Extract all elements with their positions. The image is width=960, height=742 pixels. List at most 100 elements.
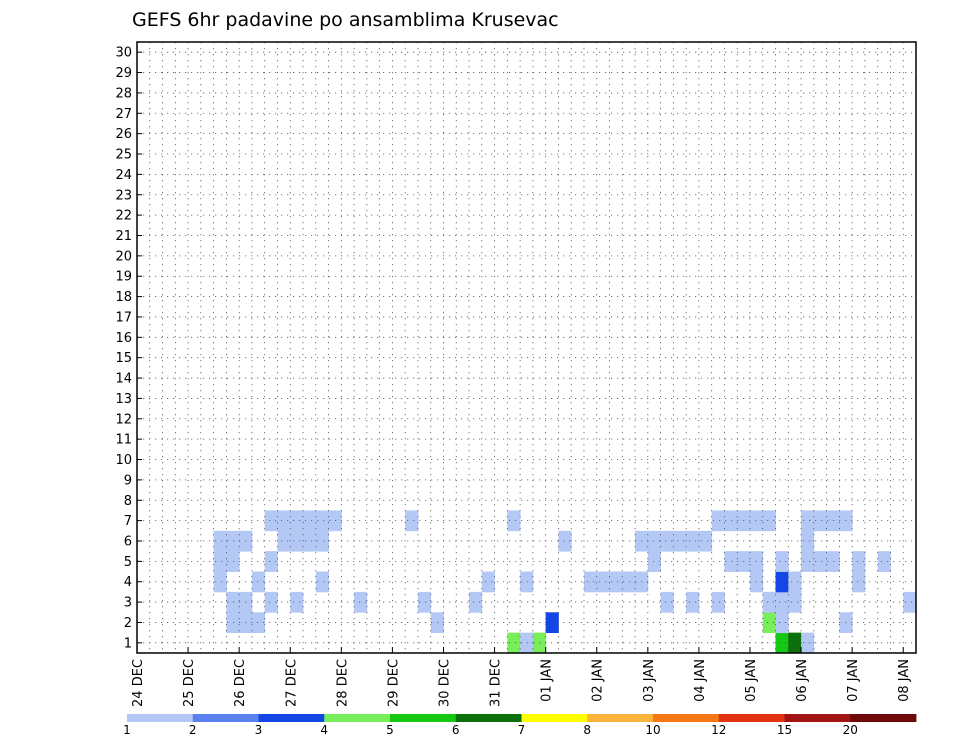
heatmap-cell xyxy=(520,632,534,654)
y-tick-label: 15 xyxy=(115,351,132,366)
heatmap-cell xyxy=(290,530,304,552)
y-tick-label: 1 xyxy=(124,636,132,651)
colorbar-label: 2 xyxy=(189,723,197,737)
x-tick-label: 29 DEC xyxy=(386,659,401,707)
heatmap-cell xyxy=(264,551,278,572)
heatmap-cell xyxy=(507,510,521,532)
colorbar-swatch xyxy=(850,714,917,722)
colorbar-swatch xyxy=(653,714,720,722)
colorbar-swatch xyxy=(258,714,325,722)
y-tick-label: 14 xyxy=(115,372,132,387)
y-tick-label: 23 xyxy=(115,188,132,203)
colorbar-label: 1 xyxy=(123,723,131,737)
x-tick-label: 27 DEC xyxy=(284,659,299,707)
heatmap-cell xyxy=(277,510,291,532)
colorbar-label: 6 xyxy=(452,723,460,737)
heatmap-cell xyxy=(775,571,789,593)
heatmap-cell xyxy=(686,591,700,613)
x-tick-label: 04 JAN xyxy=(693,659,708,702)
heatmap-cell xyxy=(596,571,610,593)
heatmap-cell xyxy=(303,530,317,552)
heatmap-cell xyxy=(711,510,725,532)
y-tick-label: 19 xyxy=(115,270,132,285)
x-tick-label: 01 JAN xyxy=(540,659,555,702)
y-tick-label: 20 xyxy=(115,249,132,264)
y-tick-label: 26 xyxy=(115,127,132,142)
y-tick-label: 11 xyxy=(115,433,132,448)
colorbar-label: 3 xyxy=(255,723,263,737)
x-tick-label: 03 JAN xyxy=(642,659,657,702)
heatmap-cell xyxy=(749,551,764,572)
heatmap-cell xyxy=(762,612,776,634)
colorbar-swatch xyxy=(718,714,785,722)
y-tick-label: 29 xyxy=(115,66,132,81)
heatmap-cell xyxy=(660,591,674,613)
colorbar-swatch xyxy=(455,714,522,722)
heatmap-cell xyxy=(354,591,368,613)
y-tick-label: 22 xyxy=(115,209,132,224)
y-tick-label: 4 xyxy=(124,575,132,590)
heatmap-cell xyxy=(405,510,419,532)
heatmap-cell xyxy=(213,530,227,552)
heatmap-cell xyxy=(213,571,227,593)
heatmap-cell xyxy=(315,571,329,593)
heatmap-cell xyxy=(417,591,432,613)
chart-title: GEFS 6hr padavine po ansamblima Krusevac xyxy=(132,9,559,31)
heatmap-cell xyxy=(647,551,661,572)
heatmap-cell xyxy=(673,530,687,552)
colorbar: 1 2 3 4 5 6 7 8 10 12 15 20 xyxy=(123,714,917,737)
heatmap-cell xyxy=(303,510,317,532)
x-tick-label: 31 DEC xyxy=(489,659,504,707)
y-tick-label: 17 xyxy=(115,310,132,325)
heatmap-cell xyxy=(788,591,802,613)
y-tick-label: 7 xyxy=(124,514,132,529)
heatmap-cell xyxy=(903,591,917,613)
heatmap-cell xyxy=(852,551,866,572)
y-tick-label: 8 xyxy=(124,494,132,509)
heatmap-cell xyxy=(226,591,240,613)
y-tick-label: 2 xyxy=(124,616,132,631)
y-axis: 1234567891011121314151617181920212223242… xyxy=(115,46,142,651)
heatmap-cell xyxy=(251,571,266,593)
x-tick-label: 30 DEC xyxy=(437,659,452,707)
heatmap-cell xyxy=(226,612,240,634)
colorbar-label: 20 xyxy=(843,723,858,737)
heatmap-cell xyxy=(647,530,661,552)
colorbar-swatch xyxy=(127,714,194,722)
colorbar-label: 7 xyxy=(518,723,526,737)
heatmap-cell xyxy=(520,571,534,593)
colorbar-swatch xyxy=(784,714,851,722)
x-tick-label: 08 JAN xyxy=(897,659,912,702)
x-tick-label: 25 DEC xyxy=(182,659,197,707)
y-tick-label: 5 xyxy=(124,555,132,570)
heatmap-cell xyxy=(813,510,828,532)
heatmap-cell xyxy=(801,551,815,572)
heatmap-cell xyxy=(749,571,764,593)
heatmap-cell xyxy=(762,591,776,613)
y-tick-label: 16 xyxy=(115,331,132,346)
heatmap-cell xyxy=(545,612,559,634)
colorbar-label: 4 xyxy=(320,723,328,737)
y-tick-label: 21 xyxy=(115,229,132,244)
colorbar-label: 15 xyxy=(777,723,792,737)
heatmap-cell xyxy=(264,591,278,613)
heatmap-cell xyxy=(251,612,266,634)
y-tick-label: 18 xyxy=(115,290,132,305)
colorbar-swatch xyxy=(521,714,588,722)
y-tick-label: 30 xyxy=(115,46,132,61)
heatmap-cell xyxy=(788,632,802,654)
colorbar-label: 12 xyxy=(711,723,726,737)
colorbar-swatch xyxy=(390,714,457,722)
x-axis: 24 DEC 25 DEC 26 DEC 27 DEC 28 DEC 29 DEC 30 D… xyxy=(131,647,912,707)
heatmap-cell xyxy=(762,510,776,532)
x-tick-label: 28 DEC xyxy=(335,659,350,707)
y-tick-label: 3 xyxy=(124,596,132,611)
y-tick-label: 28 xyxy=(115,86,132,101)
heatmap-cell xyxy=(813,551,828,572)
colorbar-label: 10 xyxy=(645,723,660,737)
heatmap-cell xyxy=(481,571,495,593)
heatmap-cell xyxy=(775,612,789,634)
heatmap-cell xyxy=(698,530,713,552)
y-tick-label: 13 xyxy=(115,392,132,407)
colorbar-swatch xyxy=(324,714,391,722)
